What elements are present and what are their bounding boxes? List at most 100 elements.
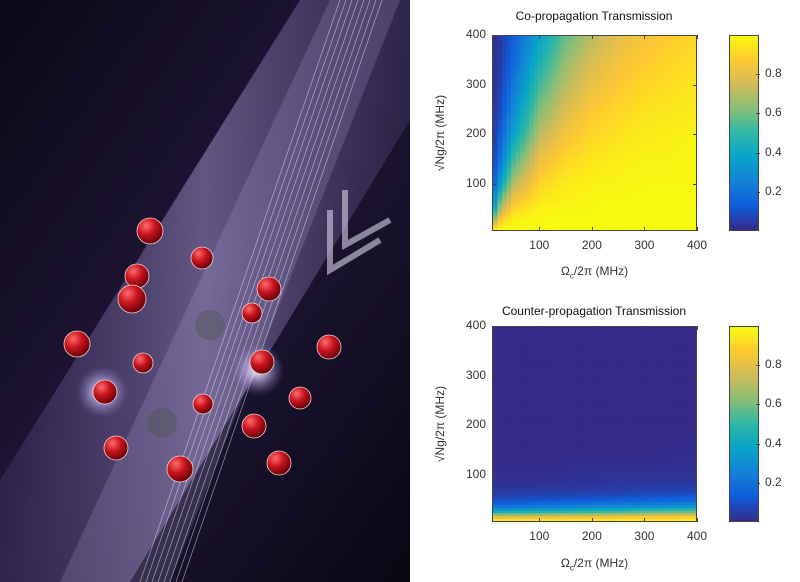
heatmap-cell (610, 213, 616, 217)
heatmap-cell (677, 437, 684, 442)
heatmap-cell (565, 205, 571, 209)
heatmap-cell (650, 454, 656, 458)
heatmap-cell (619, 476, 625, 481)
heatmap-cell (619, 127, 625, 131)
heatmap-cell (601, 83, 607, 87)
heatmap-cell (668, 518, 675, 521)
heatmap-cell (691, 448, 696, 453)
heatmap-cell (601, 127, 607, 131)
heatmap-cell (605, 221, 611, 226)
heatmap-cell (592, 454, 598, 458)
heatmap-cell (682, 424, 688, 428)
heatmap-cell (565, 482, 571, 486)
heatmap-cell (686, 146, 693, 151)
heatmap-cell (632, 155, 638, 159)
heatmap-cell (632, 157, 638, 162)
heatmap-cell (592, 493, 598, 497)
heatmap-cell (659, 108, 666, 112)
heatmap-cell (551, 180, 557, 184)
heatmap-cell (583, 169, 589, 173)
heatmap-cell (614, 471, 620, 475)
heatmap-cell (547, 224, 553, 228)
heatmap-cell (668, 193, 675, 198)
heatmap-cell (673, 498, 679, 503)
heatmap-cell (650, 509, 656, 514)
heatmap-cell (637, 471, 643, 475)
heatmap-cell (619, 218, 625, 223)
heatmap-cell (686, 38, 693, 43)
counter-propagation-panel: Counter-propagation Transmission √Ng/2π … (420, 291, 800, 582)
heatmap-cell (569, 146, 575, 151)
heatmap-cell (587, 216, 593, 220)
heatmap-cell (578, 493, 584, 497)
heatmap-cell (610, 85, 616, 90)
heatmap-cell (592, 49, 598, 54)
heatmap-cell (551, 96, 557, 101)
heatmap-cell (578, 63, 584, 68)
x-tick-mark (697, 227, 698, 231)
heatmap-cell (583, 224, 589, 228)
heatmap-cell (538, 424, 544, 428)
heatmap-cell (547, 457, 553, 461)
heatmap-cell (623, 493, 629, 497)
heatmap-cell (677, 96, 684, 101)
heatmap-cell (623, 44, 629, 48)
heatmap-cell (578, 152, 584, 156)
heatmap-cell (506, 479, 512, 483)
heatmap-cell (569, 518, 575, 521)
heatmap-cell (583, 166, 589, 170)
heatmap-cell (574, 412, 580, 417)
heatmap-cell (547, 515, 553, 519)
heatmap-cell (601, 498, 607, 503)
heatmap-cell (506, 41, 512, 45)
heatmap-cell (637, 124, 643, 129)
heatmap-cell (583, 213, 589, 217)
heatmap-cell (551, 174, 557, 178)
heatmap-cell (664, 110, 670, 115)
heatmap-cell (650, 415, 656, 420)
heatmap-cell (538, 182, 544, 187)
heatmap-cell (574, 518, 580, 521)
heatmap-cell (592, 124, 598, 129)
heatmap-cell (592, 202, 598, 206)
heatmap-cell (691, 138, 696, 142)
heatmap-cell (668, 177, 675, 181)
heatmap-cell (596, 435, 602, 439)
heatmap-cell (547, 448, 553, 453)
heatmap-cell (632, 41, 638, 45)
heatmap-cell (511, 476, 517, 481)
heatmap-cell (547, 454, 553, 458)
heatmap-cell (655, 484, 661, 489)
heatmap-cell (587, 88, 593, 93)
heatmap-cell (605, 415, 611, 420)
heatmap-cell (628, 141, 634, 145)
heatmap-cell (664, 169, 670, 173)
heatmap-cell (664, 493, 670, 497)
heatmap-cell (524, 191, 530, 195)
heatmap-cell (596, 55, 602, 59)
heatmap-cell (542, 437, 548, 442)
heatmap-cell (673, 83, 679, 87)
heatmap-cell (677, 113, 684, 117)
heatmap-cell (569, 218, 575, 223)
heatmap-cell (583, 191, 589, 195)
heatmap-cell (596, 490, 602, 494)
heatmap-cell (610, 119, 616, 123)
heatmap-cell (587, 138, 593, 142)
heatmap-cell (646, 177, 652, 181)
heatmap-cell (641, 426, 647, 431)
heatmap-cell (650, 476, 656, 481)
heatmap-cell (596, 473, 602, 478)
heatmap-cell (583, 460, 589, 464)
heatmap-cell (497, 509, 503, 514)
heatmap-cell (682, 146, 688, 151)
heatmap-cell (529, 487, 535, 492)
heatmap-cell (641, 432, 647, 436)
heatmap-cell (560, 185, 566, 190)
heatmap-cell (628, 160, 634, 165)
heatmap-cell (632, 440, 638, 444)
heatmap-cell (596, 171, 602, 176)
heatmap-cell (511, 518, 517, 521)
heatmap-cell (637, 426, 643, 431)
heatmap-cell (668, 135, 675, 140)
